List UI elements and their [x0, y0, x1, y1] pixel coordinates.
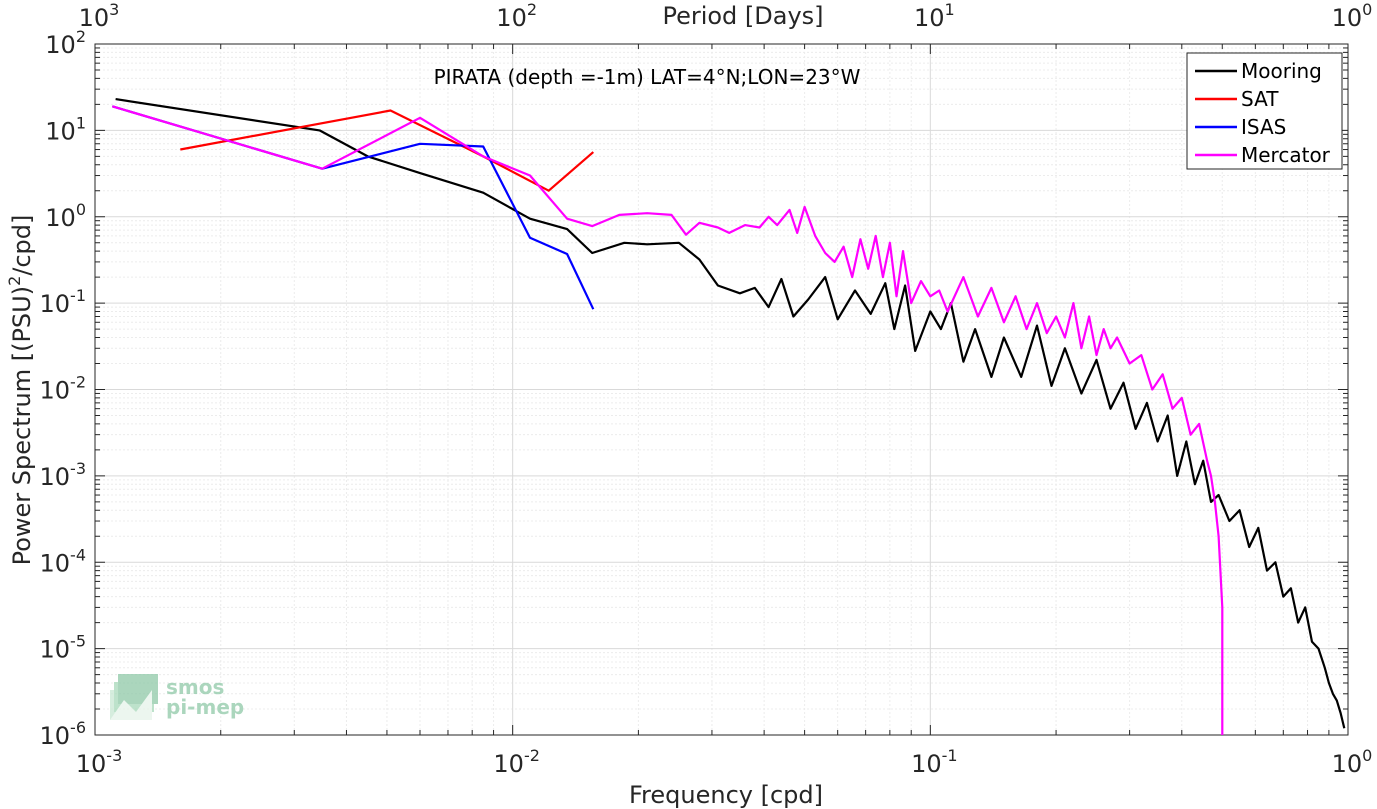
y-tick-label: 10-4 [40, 545, 87, 577]
series-line-mercator [111, 105, 1224, 735]
y-tick-label: 102 [45, 27, 86, 59]
x-tick-label: 10-1 [911, 746, 958, 778]
legend-label-sat: SAT [1241, 87, 1279, 111]
y-axis-title-sup: 2 [5, 276, 24, 286]
y-tick-label: 100 [45, 200, 86, 232]
top-tick-label: 100 [1332, 0, 1373, 32]
top-tick-label: 102 [496, 0, 537, 32]
x-tick-labels: 10-3 10-2 10-1 100 [76, 746, 1373, 778]
legend: Mooring SAT ISAS Mercator [1186, 52, 1343, 170]
series-line-isas [111, 105, 595, 310]
top-tick-label: 101 [914, 0, 955, 32]
chart-title: PIRATA (depth =-1m) LAT=4°N;LON=23°W [434, 65, 861, 89]
axis-ticks [94, 43, 1349, 736]
y-tick-label: 10-3 [40, 459, 87, 491]
top-axis-title: Period [Days] [662, 2, 823, 30]
y-axis-title-prefix: Power Spectrum [(PSU) [8, 286, 36, 565]
logo-line-pimep: pi-mep [166, 695, 244, 719]
series-line-mooring [115, 98, 1346, 729]
legend-box [1186, 52, 1343, 170]
x-axis-title: Frequency [cpd] [629, 781, 823, 809]
smos-pi-mep-logo: smos pi-mep [110, 674, 244, 720]
y-axis-title-suffix: /cpd] [8, 215, 36, 276]
y-tick-labels: 10-6 10-5 10-4 10-3 10-2 10-1 100 101 102 [40, 27, 87, 750]
y-tick-label: 10-5 [40, 632, 87, 664]
x-tick-label: 10-2 [493, 746, 540, 778]
y-tick-label: 101 [45, 113, 86, 145]
series-lines [111, 98, 1346, 735]
legend-label-mercator: Mercator [1241, 143, 1331, 167]
logo-mark-icon [110, 674, 158, 720]
y-tick-label: 10-2 [40, 373, 87, 405]
x-tick-label: 10-3 [76, 746, 123, 778]
legend-items: Mooring SAT ISAS Mercator [1195, 59, 1331, 167]
top-tick-labels: 103 102 101 100 [79, 0, 1373, 32]
logo-line-smos: smos [166, 675, 224, 699]
x-tick-label: 100 [1332, 746, 1373, 778]
legend-label-mooring: Mooring [1241, 59, 1322, 83]
y-tick-label: 10-6 [40, 718, 87, 750]
top-tick-label: 103 [79, 0, 120, 32]
y-tick-label: 10-1 [40, 286, 87, 318]
y-axis-title: Power Spectrum [(PSU)2/cpd] [5, 215, 36, 566]
major-grid [95, 44, 1348, 735]
legend-label-isas: ISAS [1241, 115, 1286, 139]
